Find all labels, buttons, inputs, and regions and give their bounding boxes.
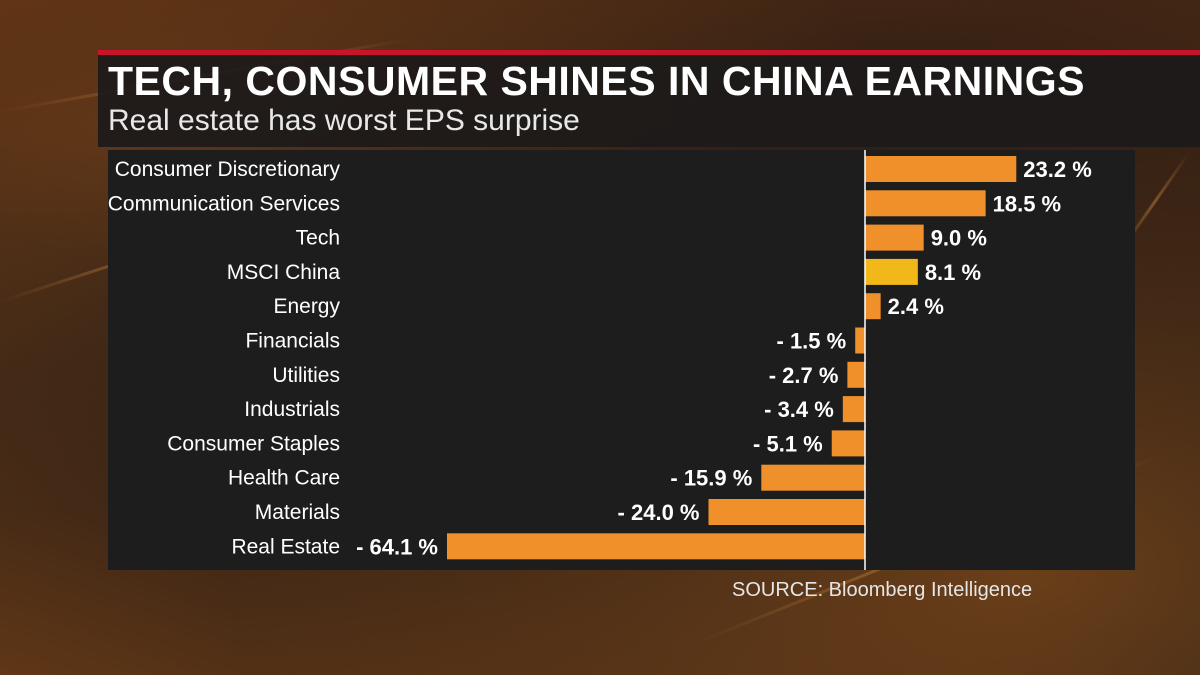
chart-subtitle: Real estate has worst EPS surprise [108,104,580,137]
value-label: 8.1 % [925,260,981,285]
bar [447,533,865,560]
category-label: Industrials [244,398,340,421]
bar [842,396,865,423]
value-label: - 2.7 % [769,363,839,388]
bar [865,293,881,320]
title-band [98,55,1200,147]
bar [708,499,865,525]
category-label: Consumer Staples [167,432,340,455]
accent-rule [98,50,1200,55]
category-label: Energy [273,295,340,318]
category-label: Financials [245,330,340,353]
category-label: Utilities [272,364,340,387]
bar [865,190,986,217]
value-label: 2.4 % [888,294,944,319]
bar [865,156,1017,182]
category-label: Materials [255,501,340,524]
bar [865,224,924,251]
category-label: MSCI China [227,261,341,284]
chart-panel [108,150,1135,570]
value-label: - 3.4 % [764,397,834,422]
bar [831,430,865,457]
chart-title: TECH, CONSUMER SHINES IN CHINA EARNINGS [108,58,1085,104]
value-label: 23.2 % [1023,157,1091,182]
category-label: Communication Services [108,192,340,215]
value-label: - 24.0 % [618,500,700,525]
value-label: - 5.1 % [753,431,823,456]
bar [847,361,865,388]
category-label: Health Care [228,467,340,490]
value-label: - 15.9 % [670,466,752,491]
category-label: Tech [296,227,340,250]
source-note: SOURCE: Bloomberg Intelligence [732,579,1033,601]
category-label: Consumer Discretionary [115,158,341,181]
bar [855,327,865,354]
category-label: Real Estate [231,535,340,558]
bar [761,464,865,491]
value-label: - 1.5 % [777,329,847,354]
value-label: 9.0 % [931,226,987,251]
bar [865,258,918,285]
value-label: 18.5 % [993,191,1062,216]
value-label: - 64.1 % [356,534,438,559]
